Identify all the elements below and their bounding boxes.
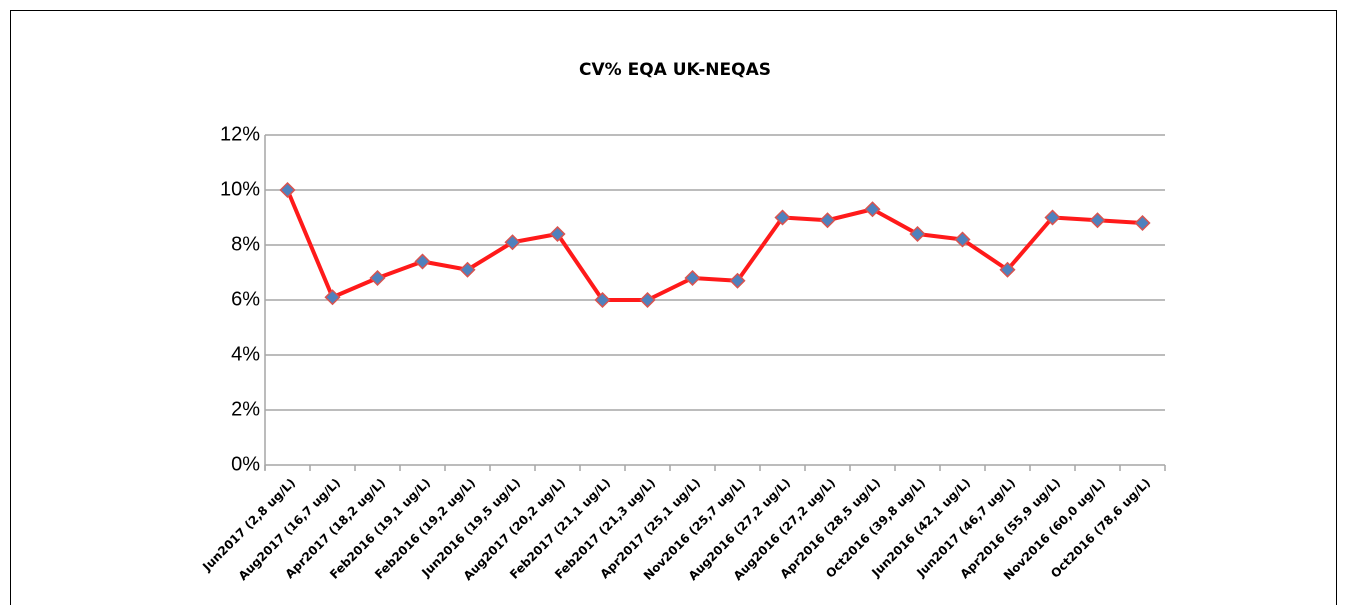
y-tick-label: 8% — [231, 233, 260, 255]
marker — [1134, 214, 1151, 232]
y-tick-label: 4% — [231, 343, 260, 365]
marker — [369, 269, 386, 287]
marker — [729, 272, 746, 289]
marker — [1044, 209, 1061, 226]
marker — [504, 234, 521, 251]
y-tick-label: 12% — [220, 123, 260, 145]
marker — [324, 289, 341, 306]
y-tick-label: 0% — [231, 453, 260, 475]
marker — [954, 231, 971, 248]
marker — [819, 212, 836, 229]
marker — [774, 209, 791, 226]
y-tick-label: 6% — [231, 288, 260, 310]
marker — [684, 269, 701, 287]
marker — [549, 225, 566, 243]
y-tick-label: 10% — [220, 178, 260, 200]
chart-frame — [10, 10, 1337, 605]
marker — [594, 291, 611, 309]
marker — [639, 291, 656, 309]
marker — [279, 181, 296, 199]
marker — [414, 253, 431, 270]
line — [285, 189, 1143, 302]
marker — [864, 201, 881, 218]
marker — [909, 225, 926, 243]
marker — [1089, 212, 1106, 229]
marker — [459, 261, 476, 278]
y-tick-label: 2% — [231, 398, 260, 420]
chart-title: CV% EQA UK-NEQAS — [579, 60, 771, 80]
marker — [999, 261, 1016, 278]
